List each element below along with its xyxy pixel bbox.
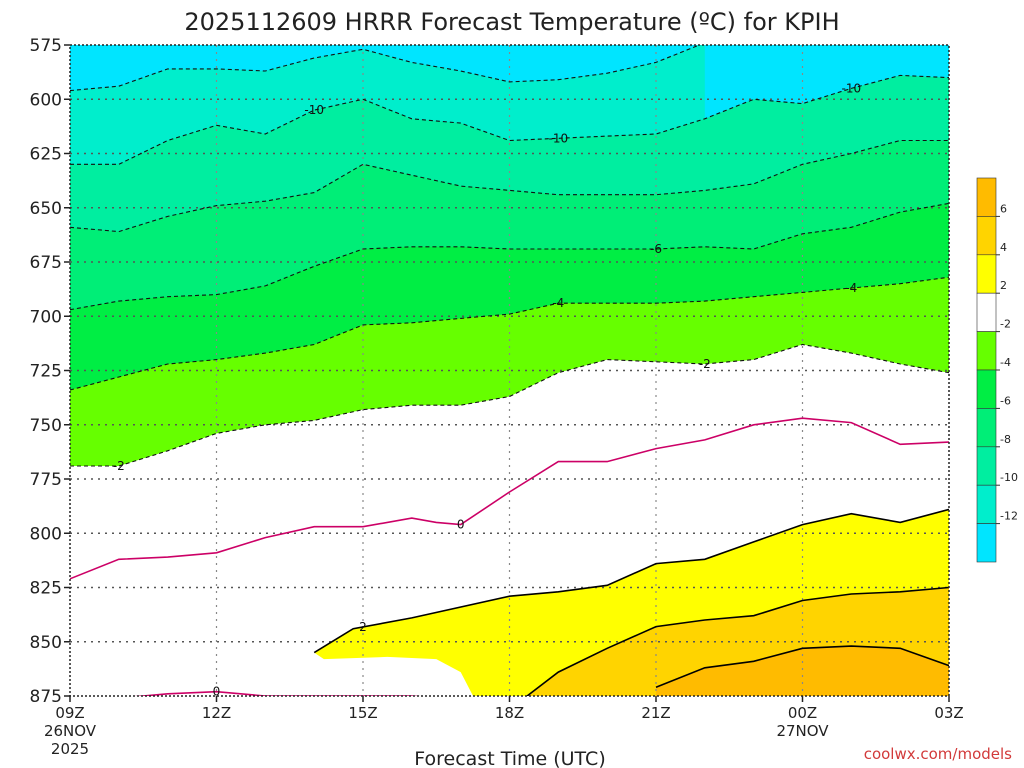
plot-area — [70, 45, 949, 696]
contour-label: 0 — [213, 685, 221, 699]
contour-label: -6 — [650, 242, 662, 256]
colorbar-swatch — [976, 523, 997, 563]
colorbar-label: -10 — [1000, 471, 1018, 484]
x-tick-label: 03Z — [934, 704, 963, 722]
contour-line — [70, 202, 949, 311]
colorbar-swatch — [976, 216, 997, 256]
x-tick-label: 09Z — [55, 704, 84, 722]
colorbar-label: 6 — [1000, 202, 1007, 215]
x-tick-label: 21Z — [641, 704, 670, 722]
contour-line — [70, 343, 949, 467]
contour-line — [313, 508, 949, 654]
colorbar-label: 4 — [1000, 241, 1007, 254]
fill-band-6 — [656, 646, 949, 696]
y-tick-label: 725 — [30, 362, 62, 382]
colorbar-swatch — [976, 446, 997, 486]
temperature-fills — [70, 45, 949, 696]
contour-line — [655, 645, 949, 689]
contour-line — [70, 417, 949, 580]
contour-label: 2 — [359, 620, 367, 634]
y-tick-label: 700 — [30, 307, 62, 327]
x-tick-label: 00Z — [788, 704, 817, 722]
y-tick-label: 675 — [30, 253, 62, 273]
colorbar-label: 2 — [1000, 279, 1007, 292]
colorbar-label: -8 — [1000, 433, 1011, 446]
colorbar-label: -12 — [1000, 510, 1018, 523]
y-tick-label: 750 — [30, 416, 62, 436]
contour-line — [70, 74, 949, 165]
contour-label: -4 — [845, 281, 857, 295]
colorbar-swatch — [976, 331, 997, 371]
x-tick-date: 26NOV — [44, 722, 97, 740]
colorbar-label: -4 — [1000, 356, 1011, 369]
y-tick-label: 775 — [30, 470, 62, 490]
colorbar-label: -2 — [1000, 318, 1011, 331]
y-tick-label: 575 — [30, 36, 62, 56]
y-tick-label: 850 — [30, 633, 62, 653]
contour-label: -10 — [549, 131, 569, 145]
colorbar-swatch — [976, 292, 997, 332]
x-tick-date: 27NOV — [776, 722, 829, 740]
contour-label: -10 — [304, 103, 324, 117]
contour-line — [525, 586, 949, 696]
x-axis-label: Forecast Time (UTC) — [414, 748, 605, 768]
colorbar-swatch — [976, 408, 997, 448]
credit-link[interactable]: coolwx.com/models — [864, 745, 1012, 763]
contour-lines — [70, 45, 949, 696]
contour-labels: -10 -10 -10 -6 -4 -4 -2 -2 0 0 2 — [113, 81, 862, 699]
contour-label: -2 — [699, 357, 711, 371]
contour-label: -10 — [842, 81, 862, 95]
y-tick-label: 875 — [30, 687, 62, 707]
contour-label: 0 — [457, 518, 465, 532]
colorbar-swatch — [976, 484, 997, 524]
contour-line — [70, 276, 949, 391]
x-tick-label: 12Z — [202, 704, 231, 722]
contour-line — [70, 45, 701, 92]
x-tick-label: 18Z — [495, 704, 524, 722]
x-tick-year: 2025 — [51, 740, 89, 758]
contour-line — [70, 139, 949, 233]
chart-title: 2025112609 HRRR Forecast Temperature (ºC… — [184, 8, 839, 36]
y-axis-ticks: 575 600 625 650 675 700 725 750 775 800 825 850 875 — [30, 36, 70, 707]
colorbar-swatch — [976, 369, 997, 409]
y-tick-label: 800 — [30, 524, 62, 544]
colorbar-swatch — [976, 254, 997, 294]
y-tick-label: 625 — [30, 145, 62, 165]
contour-label: -2 — [113, 459, 125, 473]
y-tick-label: 600 — [30, 90, 62, 110]
contour-label: -4 — [552, 296, 564, 310]
y-tick-label: 650 — [30, 199, 62, 219]
x-tick-label: 15Z — [348, 704, 377, 722]
colorbar-legend: 6 4 2 -2 -4 -6 -8 -10 -12 — [976, 177, 1018, 563]
colorbar-label: -6 — [1000, 394, 1011, 407]
y-tick-label: 825 — [30, 579, 62, 599]
colorbar-swatch — [976, 177, 997, 217]
